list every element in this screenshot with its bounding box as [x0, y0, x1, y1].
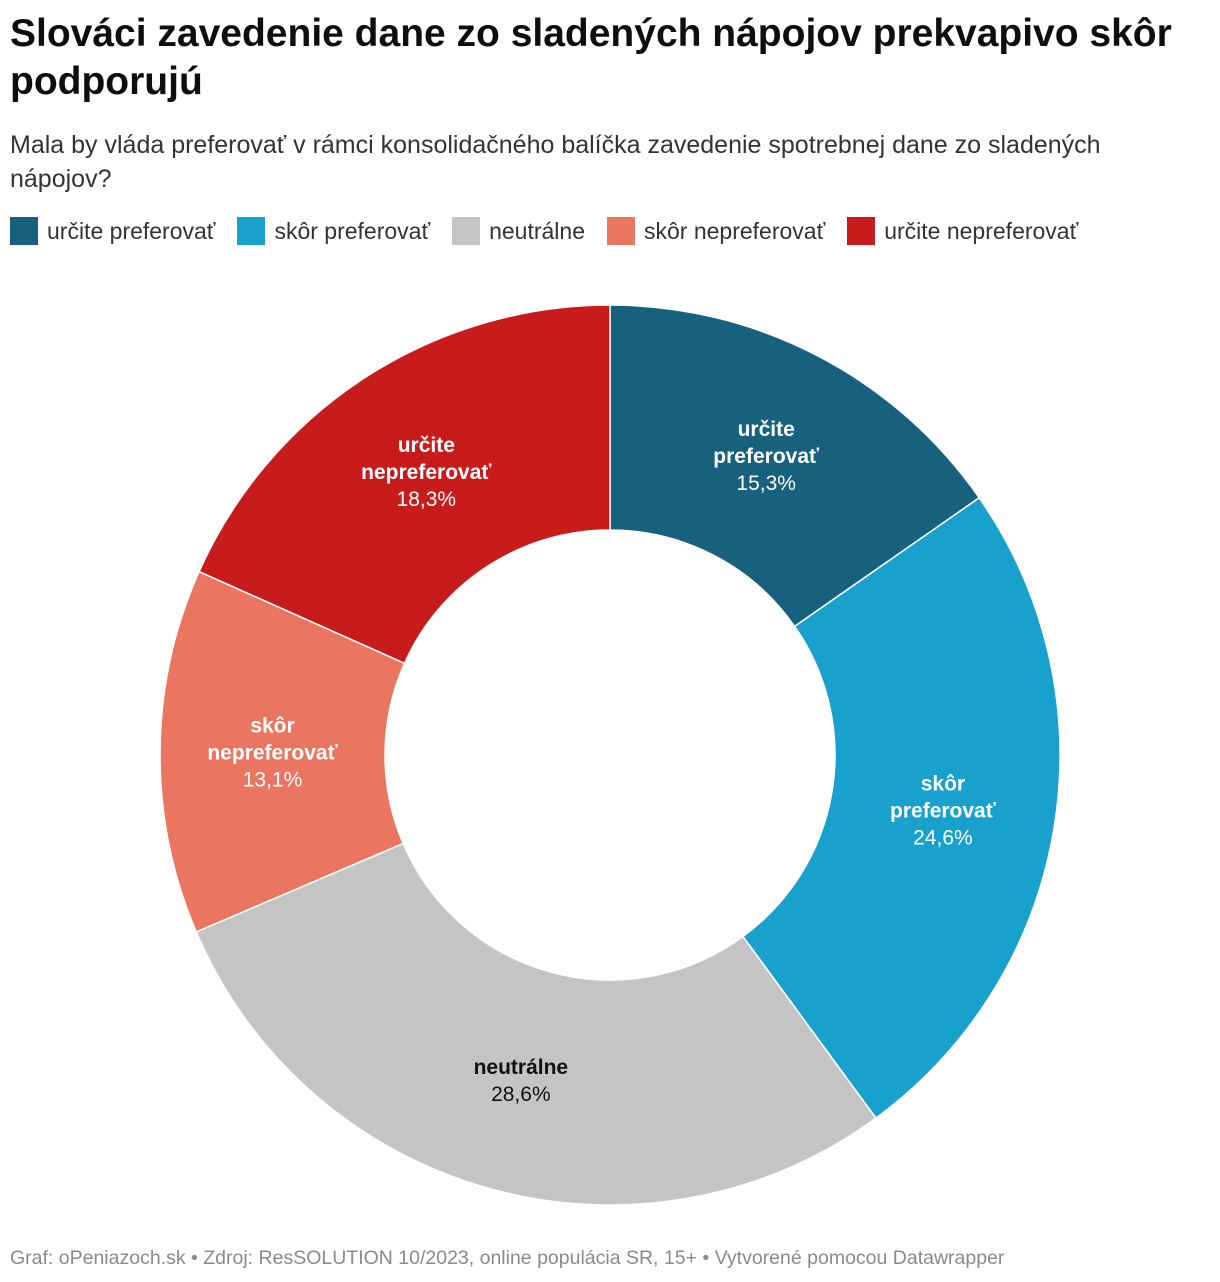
legend: určite preferovať skôr preferovať neutrá…	[10, 216, 1100, 246]
slice-name-label: neutrálne	[474, 1056, 569, 1079]
slice-name-label: skôr	[250, 714, 294, 737]
slice-label-1: skôr preferovať 24,6%	[890, 772, 997, 849]
slice-name-label: nepreferovať	[361, 461, 492, 484]
slice-name-label: určite	[398, 434, 455, 457]
legend-item-skor-preferovat: skôr preferovať	[237, 216, 430, 246]
legend-item-skor-nepreferovat: skôr nepreferovať	[607, 216, 825, 246]
donut-chart: určite preferovať 15,3% skôr preferovať 24,6%…	[159, 304, 1061, 1206]
slice-value-label: 24,6%	[913, 826, 973, 849]
chart-footer: Graf: oPeniazoch.sk • Zdroj: ResSOLUTION…	[10, 1247, 1005, 1269]
slice-label-0: určite preferovať 15,3%	[713, 418, 820, 495]
slice-label-4: určite nepreferovať 18,3%	[361, 434, 492, 511]
legend-swatch	[452, 217, 481, 245]
slice-name-label: preferovať	[890, 799, 997, 822]
chart-subtitle: Mala by vláda preferovať v rámci konsoli…	[10, 131, 1101, 193]
slice-0	[609, 304, 981, 628]
legend-swatch	[847, 217, 876, 245]
slice-name-label: určite	[738, 418, 795, 441]
legend-item-urcite-preferovat: určite preferovať	[10, 216, 215, 246]
slice-1	[741, 496, 1061, 1120]
legend-label: skôr preferovať	[274, 218, 431, 244]
slice-value-label: 13,1%	[243, 768, 303, 791]
slice-value-label: 28,6%	[491, 1083, 551, 1106]
slice-4	[198, 304, 611, 665]
legend-label: určite nepreferovať	[884, 218, 1079, 244]
legend-item-urcite-nepreferovat: určite nepreferovať	[847, 216, 1078, 246]
slice-value-label: 15,3%	[736, 472, 796, 495]
slice-name-label: nepreferovať	[207, 741, 338, 764]
legend-swatch	[607, 217, 635, 245]
legend-label: neutrálne	[489, 218, 585, 244]
legend-swatch	[237, 217, 266, 245]
slice-name-label: preferovať	[713, 445, 820, 468]
legend-swatch	[10, 217, 38, 245]
slice-3	[159, 570, 406, 933]
slice-2	[195, 842, 877, 1206]
slice-name-label: skôr	[921, 772, 965, 795]
slice-label-2: neutrálne 28,6%	[474, 1056, 569, 1106]
legend-label: skôr nepreferovať	[644, 218, 826, 244]
legend-label: určite preferovať	[47, 218, 216, 244]
legend-item-neutralne: neutrálne	[452, 216, 585, 246]
slice-label-3: skôr nepreferovať 13,1%	[207, 714, 338, 791]
slice-value-label: 18,3%	[397, 488, 457, 511]
chart-title: Slováci zavedenie dane zo sladených nápo…	[10, 12, 1172, 103]
